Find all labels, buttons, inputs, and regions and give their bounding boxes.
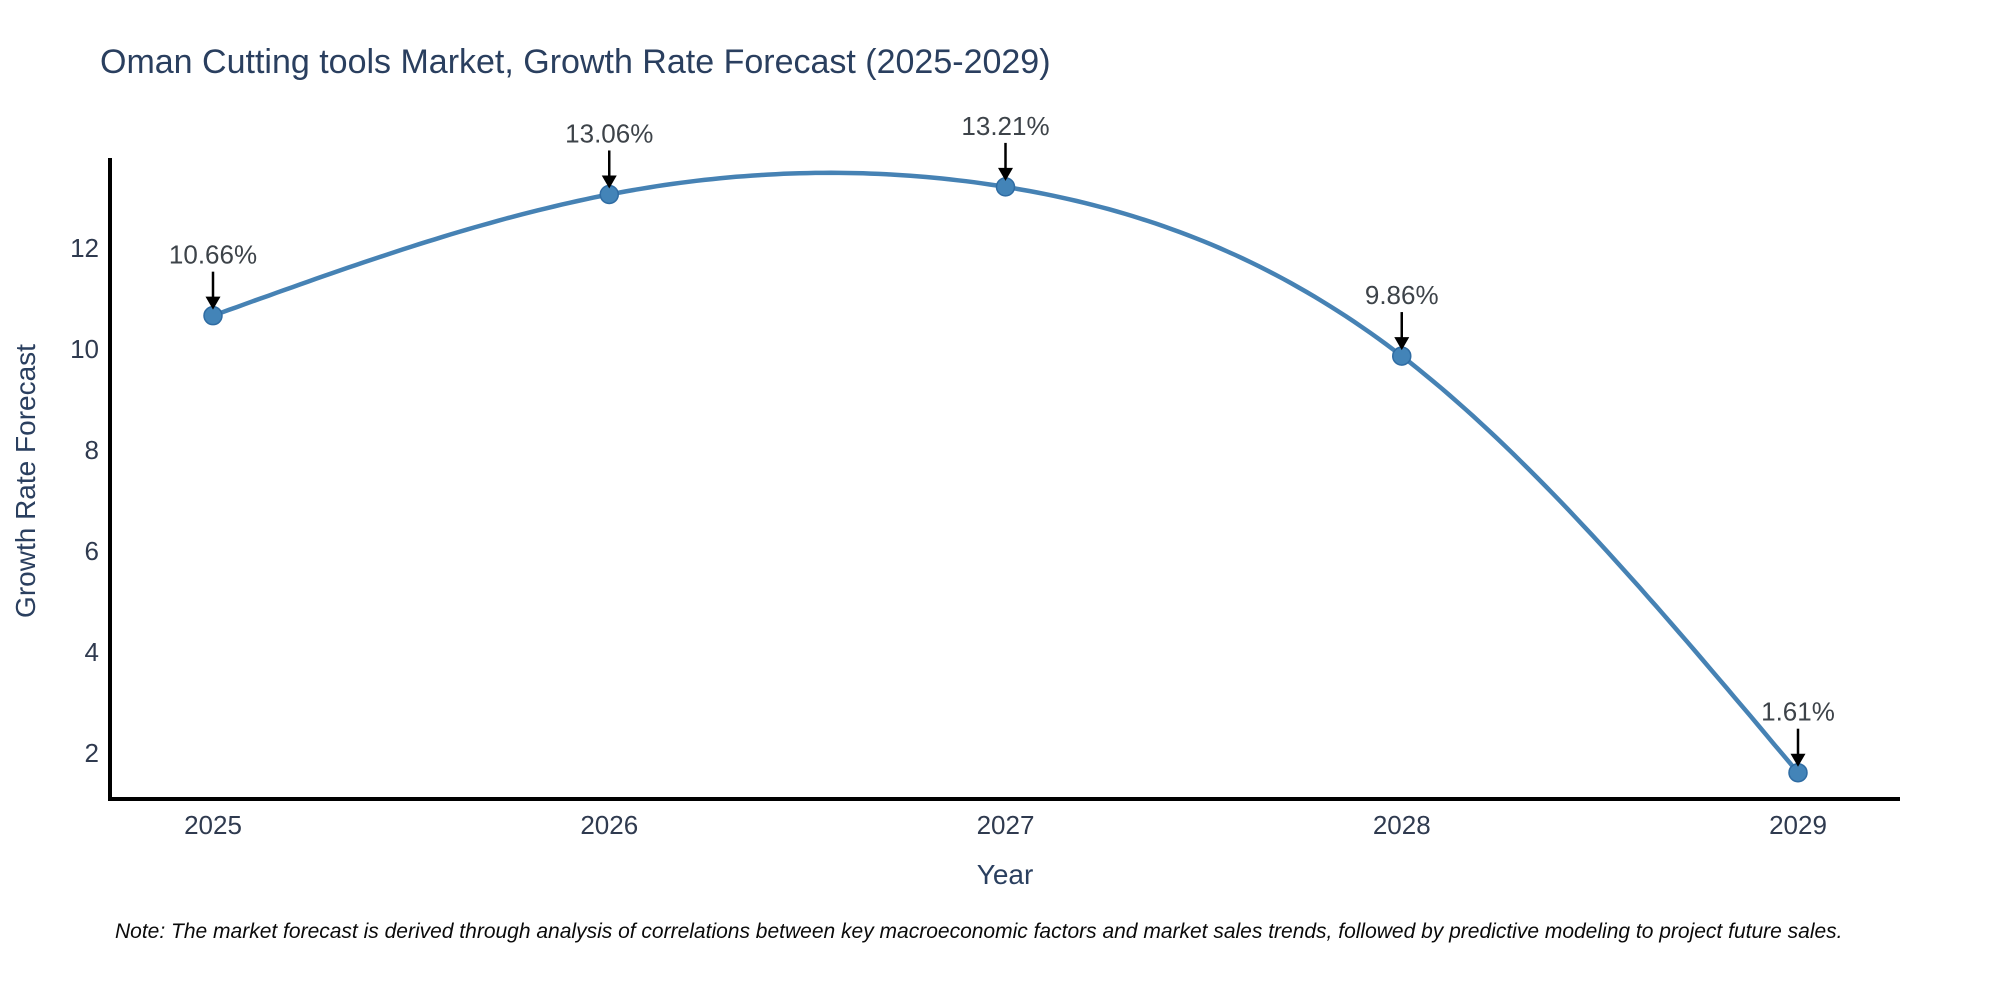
annotation-arrow-head-2025 <box>205 296 221 310</box>
y-tick-label-4: 4 <box>85 637 99 667</box>
annotation-label-2028: 9.86% <box>1365 280 1439 310</box>
x-tick-label-2025: 2025 <box>184 810 242 840</box>
annotation-arrow-head-2026 <box>601 175 617 189</box>
x-tick-label-2029: 2029 <box>1769 810 1827 840</box>
annotation-arrow-head-2027 <box>998 167 1013 181</box>
footnote: Note: The market forecast is derived thr… <box>115 920 1843 943</box>
annotation-arrow-head-2029 <box>1790 753 1806 767</box>
x-tick-label-2026: 2026 <box>580 810 638 840</box>
x-tick-label-2028: 2028 <box>1373 810 1431 840</box>
annotation-label-2025: 10.66% <box>169 240 257 270</box>
x-tick-label-2027: 2027 <box>977 810 1035 840</box>
annotation-label-2029: 1.61% <box>1761 697 1835 727</box>
x-axis-title: Year <box>976 859 1034 890</box>
y-tick-label-8: 8 <box>85 435 99 465</box>
annotation-label-2027: 13.21% <box>961 111 1049 141</box>
forecast-line <box>210 170 1801 775</box>
y-tick-label-12: 12 <box>70 233 99 263</box>
y-tick-label-10: 10 <box>70 334 99 364</box>
y-tick-label-2: 2 <box>85 738 99 768</box>
annotation-label-2026: 13.06% <box>565 118 653 148</box>
annotation-arrow-head-2028 <box>1394 337 1410 351</box>
chart-title: Oman Cutting tools Market, Growth Rate F… <box>100 43 1051 81</box>
y-tick-label-6: 6 <box>85 536 99 566</box>
